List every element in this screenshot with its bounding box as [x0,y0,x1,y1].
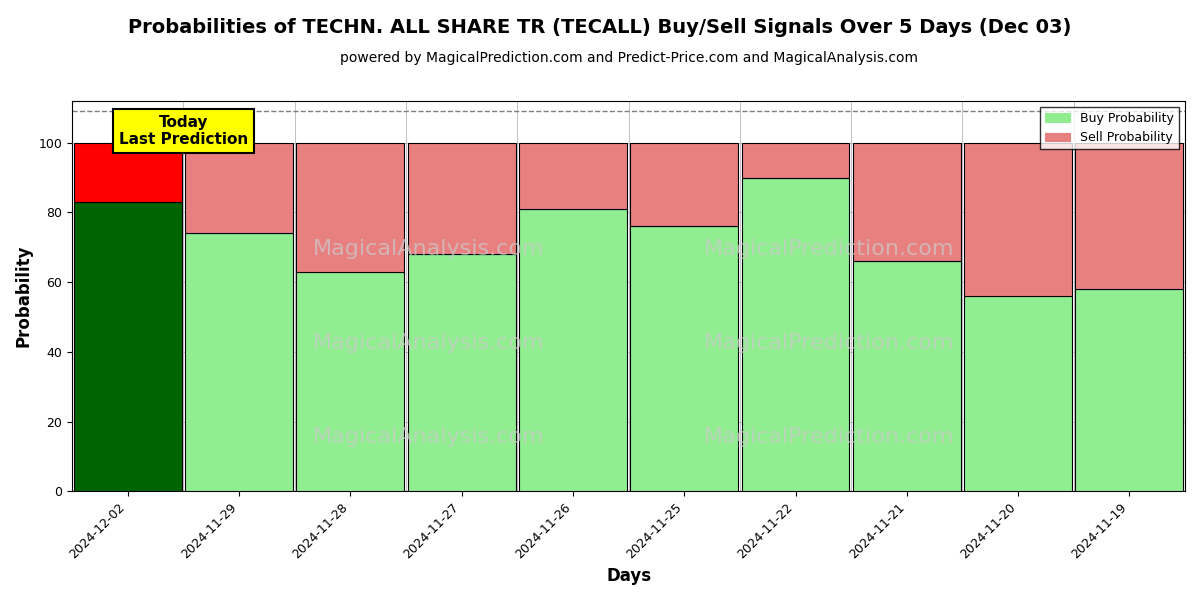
Text: MagicalPrediction.com: MagicalPrediction.com [703,239,954,259]
X-axis label: Days: Days [606,567,652,585]
Bar [964,143,1072,296]
Bar [742,178,850,491]
Bar [74,202,181,491]
Bar [1075,289,1183,491]
Bar [296,272,404,491]
Legend: Buy Probability, Sell Probability: Buy Probability, Sell Probability [1040,107,1178,149]
Bar [185,143,293,233]
Bar [1075,143,1183,289]
Text: MagicalAnalysis.com: MagicalAnalysis.com [312,333,544,353]
Y-axis label: Probability: Probability [16,245,34,347]
Bar [408,254,516,491]
Bar [518,209,626,491]
Text: MagicalPrediction.com: MagicalPrediction.com [703,333,954,353]
Bar [518,143,626,209]
Bar [74,143,181,202]
Bar [742,143,850,178]
Bar [853,261,961,491]
Bar [185,233,293,491]
Text: Today
Last Prediction: Today Last Prediction [119,115,248,147]
Bar [408,143,516,254]
Text: MagicalAnalysis.com: MagicalAnalysis.com [312,427,544,447]
Bar [853,143,961,261]
Text: Probabilities of TECHN. ALL SHARE TR (TECALL) Buy/Sell Signals Over 5 Days (Dec : Probabilities of TECHN. ALL SHARE TR (TE… [128,18,1072,37]
Bar [296,143,404,272]
Bar [964,296,1072,491]
Text: MagicalAnalysis.com: MagicalAnalysis.com [312,239,544,259]
Title: powered by MagicalPrediction.com and Predict-Price.com and MagicalAnalysis.com: powered by MagicalPrediction.com and Pre… [340,51,918,65]
Text: MagicalPrediction.com: MagicalPrediction.com [703,427,954,447]
Bar [630,143,738,226]
Bar [630,226,738,491]
